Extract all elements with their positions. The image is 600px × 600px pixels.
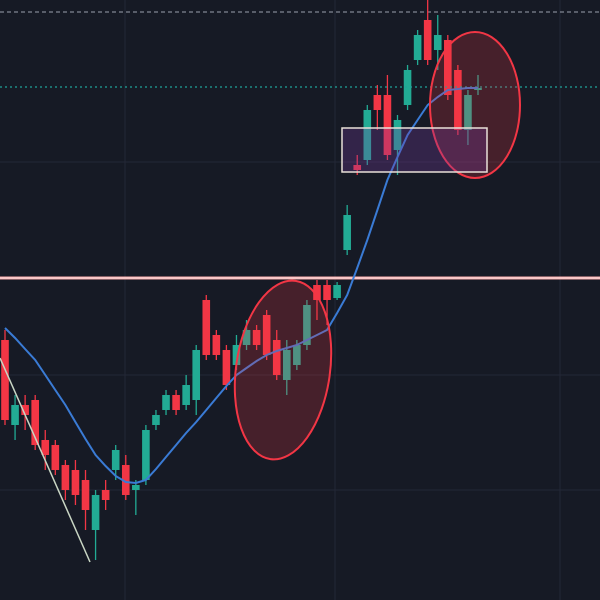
candle-body: [272, 340, 281, 375]
candle-body: [262, 315, 271, 355]
highlight-ellipse: [233, 279, 333, 461]
candle-body: [132, 485, 140, 490]
candle-body: [393, 120, 402, 150]
candle-body: [121, 465, 130, 495]
candle-body: [11, 405, 19, 425]
candle-body: [152, 415, 160, 425]
candle-body: [363, 110, 372, 160]
candle-body: [282, 350, 291, 380]
candle-body: [464, 95, 472, 130]
candle-body: [343, 215, 351, 250]
candle-body: [403, 70, 412, 105]
candle-body: [444, 40, 452, 95]
candle-body: [101, 490, 110, 500]
candle-body: [21, 405, 29, 415]
candle-body: [413, 35, 422, 60]
candle-body: [142, 430, 150, 480]
candle-body: [433, 35, 442, 50]
candle-body: [373, 95, 382, 110]
candle-body: [454, 70, 462, 130]
annotations: [0, 31, 521, 563]
moving-average-line: [4, 87, 478, 485]
candle-body: [252, 330, 261, 345]
candle-body: [81, 480, 90, 510]
highlight-rectangle: [341, 127, 488, 173]
candle-body: [41, 440, 50, 455]
candle-body: [333, 285, 341, 298]
candle-body: [192, 350, 201, 400]
candle-body: [172, 395, 180, 410]
candle-body: [182, 385, 190, 405]
candles: [1, 0, 482, 560]
candle-body: [232, 345, 241, 365]
candle-body: [222, 350, 231, 385]
candle-body: [71, 470, 80, 495]
candle-body: [61, 465, 70, 490]
candle-body: [111, 450, 120, 470]
candle-body: [313, 285, 321, 300]
highlight-ellipse: [429, 31, 521, 179]
candle-body: [303, 305, 311, 345]
candle-body: [323, 285, 331, 300]
candle-body: [423, 20, 432, 60]
candle-body: [51, 445, 60, 470]
candle-body: [353, 165, 362, 170]
candle-body: [293, 345, 301, 365]
candle-body: [162, 395, 170, 410]
candle-body: [212, 335, 221, 355]
trend-line: [0, 357, 91, 563]
candle-body: [91, 495, 100, 530]
candle-body: [383, 95, 392, 155]
candle-body: [31, 400, 39, 445]
candle-body: [1, 340, 9, 420]
candle-body: [242, 330, 251, 345]
candle-body: [202, 300, 211, 355]
